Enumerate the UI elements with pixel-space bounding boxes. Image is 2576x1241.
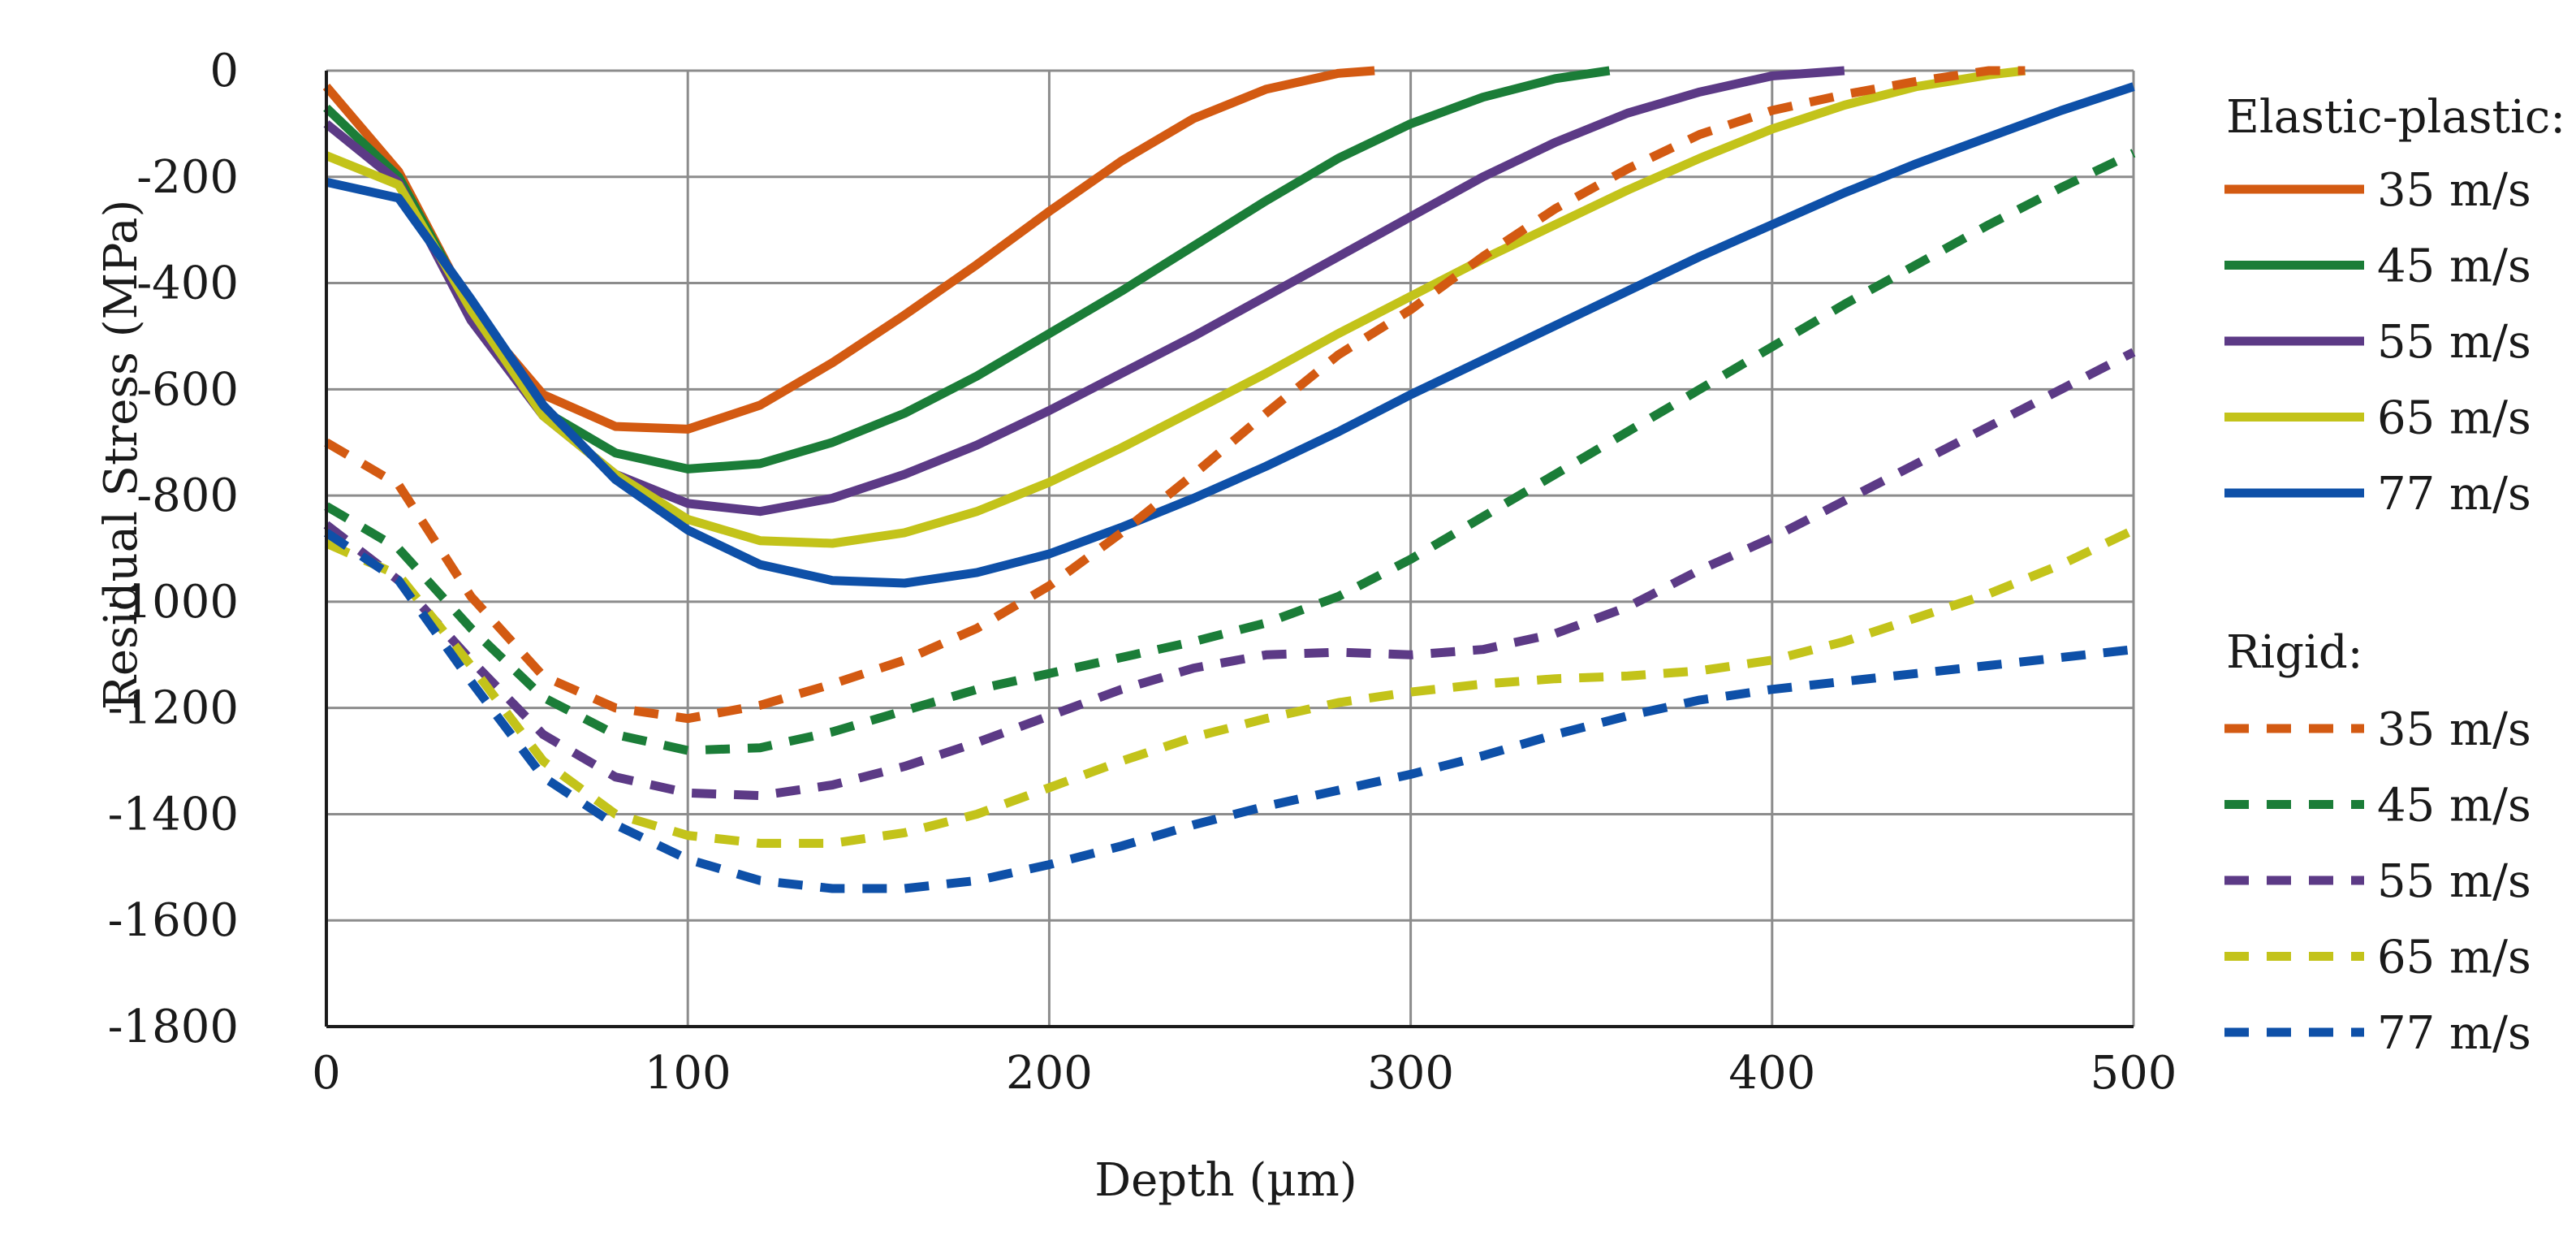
series-lines xyxy=(322,66,2136,893)
grid xyxy=(325,69,2135,1028)
y-tick-label: -200 xyxy=(136,151,239,204)
series-line-elastic-plastic-65-ms xyxy=(324,66,2026,548)
series-line-rigid-65-ms xyxy=(324,525,2136,848)
y-tick-label: -800 xyxy=(136,469,239,522)
legend-label: 65 m/s xyxy=(2377,392,2531,445)
legend-heading-elastic-plastic: Elastic-plastic: xyxy=(2226,91,2565,144)
legend: Elastic-plastic: 35 m/s 45 m/s 55 m/s 65 m/s… xyxy=(2224,91,2565,1060)
legend-label: 65 m/s xyxy=(2377,932,2531,984)
legend-label: 35 m/s xyxy=(2377,164,2531,217)
legend-label: 45 m/s xyxy=(2377,780,2531,832)
x-axis-title: Depth (µm) xyxy=(1094,1154,1357,1207)
legend-label: 55 m/s xyxy=(2377,316,2531,369)
y-axis-title: Residual Stress (MPa) xyxy=(95,200,148,711)
series-line-rigid-45-ms xyxy=(324,149,2136,755)
axes: 0 100 200 300 400 500 0 -200 -400 -600 -800 -1000 -1… xyxy=(108,45,2177,1100)
series-line-elastic-plastic-35-ms xyxy=(322,66,1375,434)
series-line-rigid-35-ms xyxy=(324,66,2026,724)
series-line-elastic-plastic-55-ms xyxy=(323,66,1845,517)
legend-label: 45 m/s xyxy=(2377,240,2531,293)
y-tick-label: -1400 xyxy=(108,788,239,841)
legend-label: 55 m/s xyxy=(2377,855,2531,908)
y-tick-label: -1000 xyxy=(108,576,239,629)
y-tick-label: -1200 xyxy=(108,682,239,735)
x-tick-label: 500 xyxy=(2091,1047,2177,1100)
legend-label: 77 m/s xyxy=(2377,468,2531,521)
legend-label: 77 m/s xyxy=(2377,1007,2531,1060)
series-line-elastic-plastic-77-ms xyxy=(325,82,2135,588)
y-tick-label: -400 xyxy=(136,257,239,310)
y-tick-label: -1600 xyxy=(108,894,239,947)
y-tick-label: 0 xyxy=(209,45,239,97)
legend-heading-rigid: Rigid: xyxy=(2226,626,2363,679)
legend-label: 35 m/s xyxy=(2377,703,2531,756)
x-tick-label: 0 xyxy=(312,1047,341,1100)
y-tick-label: -1800 xyxy=(108,1001,239,1053)
x-tick-label: 400 xyxy=(1728,1047,1815,1100)
y-tick-label: -600 xyxy=(136,363,239,416)
x-tick-label: 300 xyxy=(1367,1047,1454,1100)
x-tick-label: 100 xyxy=(645,1047,731,1100)
x-tick-label: 200 xyxy=(1006,1047,1093,1100)
series-line-rigid-55-ms xyxy=(323,348,2136,801)
series-line-rigid-77-ms xyxy=(323,529,2134,893)
